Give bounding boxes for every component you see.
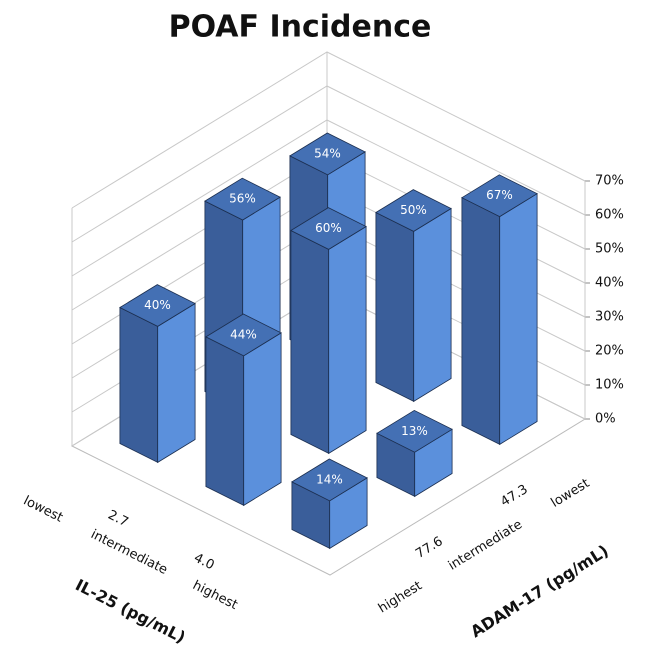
bar-face-right xyxy=(499,192,538,446)
value-label: 13% xyxy=(401,424,428,438)
value-label: 54% xyxy=(314,146,341,160)
bar xyxy=(119,284,196,464)
z-tick-label: 70% xyxy=(595,174,624,189)
y-tick-label: highest xyxy=(376,578,425,616)
bar xyxy=(375,189,452,403)
x-tick-label: 4.0 xyxy=(191,551,216,574)
bar-face-left xyxy=(290,229,330,455)
bar-face-top xyxy=(119,284,196,327)
value-label: 40% xyxy=(144,298,171,312)
bar-face-right xyxy=(328,225,367,455)
z-tick-label: 60% xyxy=(595,208,624,223)
bar-face-left xyxy=(119,306,159,464)
y-tick-label: lowest xyxy=(549,476,593,511)
y-axis-title: ADAM-17 (pg/mL) xyxy=(467,541,612,641)
bar xyxy=(290,207,367,455)
z-tick-label: 50% xyxy=(595,242,624,257)
z-tick-label: 40% xyxy=(595,276,624,291)
chart-title: POAF Incidence xyxy=(169,10,432,45)
z-tick-label: 30% xyxy=(595,310,624,325)
value-label: 60% xyxy=(315,221,342,235)
value-label: 44% xyxy=(230,327,257,341)
x-tick-label: intermediate xyxy=(88,527,170,578)
z-tick-label: 20% xyxy=(595,344,624,359)
x-tick-label: 2.7 xyxy=(105,508,130,531)
value-label: 67% xyxy=(486,188,513,202)
bar xyxy=(376,409,453,498)
bar-face-top xyxy=(204,177,281,221)
bar-face-top xyxy=(461,174,538,218)
bar xyxy=(461,174,538,446)
x-tick-label: highest xyxy=(190,578,240,613)
value-label: 14% xyxy=(316,472,343,486)
bar-face-top xyxy=(290,207,367,250)
x-tick-label: lowest xyxy=(21,493,65,525)
bar xyxy=(205,313,282,507)
bar-face-left xyxy=(461,197,501,446)
bar xyxy=(291,458,368,550)
y-tick-label: 47.3 xyxy=(498,482,531,510)
bar-face-right xyxy=(243,332,282,507)
bar-face-top xyxy=(205,313,282,357)
bar-face-left xyxy=(205,336,245,507)
value-label: 56% xyxy=(229,192,256,206)
bar-face-top xyxy=(289,132,366,176)
value-label: 50% xyxy=(400,203,427,217)
y-tick-label: intermediate xyxy=(446,517,525,573)
y-tick-label: 77.6 xyxy=(413,534,446,562)
bar-face-left xyxy=(375,211,415,403)
z-tick-label: 0% xyxy=(595,412,616,427)
bar-face-top xyxy=(375,189,452,232)
bar-face-right xyxy=(157,302,196,464)
x-axis-title: IL-25 (pg/mL) xyxy=(72,575,188,647)
z-tick-label: 10% xyxy=(595,378,624,393)
bar-face-top xyxy=(291,458,368,502)
bar-face-top xyxy=(376,409,453,453)
bar-face-right xyxy=(413,207,452,403)
